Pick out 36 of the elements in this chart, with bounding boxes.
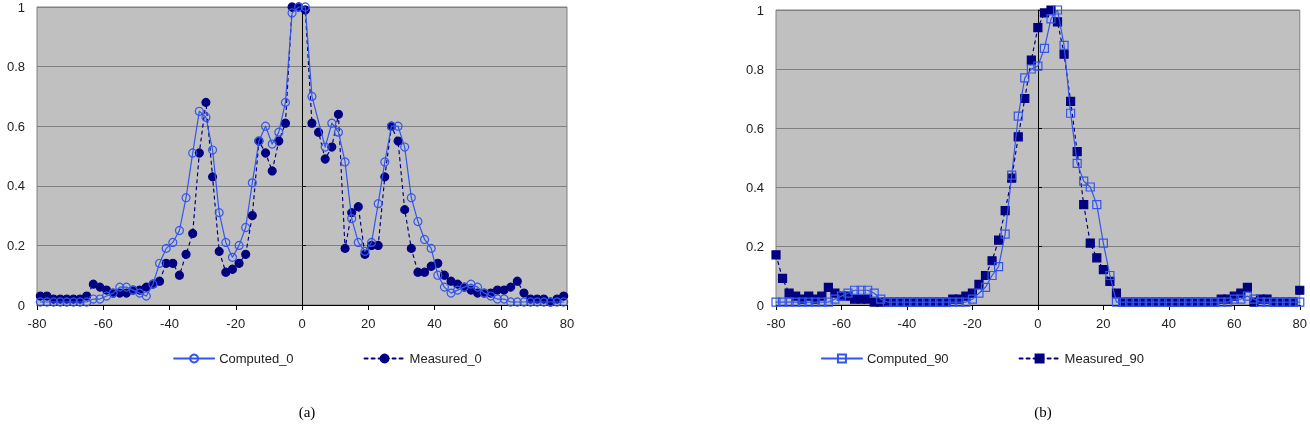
text: (a) xyxy=(298,403,316,421)
y-tick-label: 0.2 xyxy=(6,237,25,253)
y-tick-label: 0.8 xyxy=(6,59,25,75)
y-tick-label: 0 xyxy=(17,297,25,313)
x-tick-label: 80 xyxy=(1292,316,1307,331)
x-tick-label: 0 xyxy=(1034,316,1042,331)
x-tick-label: -20 xyxy=(226,316,246,331)
y-tick-label: 1 xyxy=(756,2,764,18)
x-tick-label: -40 xyxy=(160,316,179,331)
x-tick-label: 60 xyxy=(1227,316,1242,331)
x-tick-label: 40 xyxy=(1161,316,1177,331)
legend-label: Computed_90 xyxy=(866,351,949,366)
y-tick-label: 0.8 xyxy=(745,61,764,77)
y-tick-label: 0.6 xyxy=(745,120,764,136)
x-tick-label: 20 xyxy=(1096,316,1111,331)
legend-label: Measured_0 xyxy=(409,351,482,366)
y-tick-label: 1 xyxy=(17,0,25,15)
x-tick-label: 40 xyxy=(427,316,442,331)
y-tick-label: 0.2 xyxy=(745,238,764,254)
legend-label: Measured_90 xyxy=(1064,351,1145,366)
y-tick-label: 0.4 xyxy=(745,179,764,195)
x-tick-label: 20 xyxy=(361,316,376,331)
x-tick-label: -20 xyxy=(963,316,982,331)
legend-label: Computed_0 xyxy=(219,351,294,366)
x-tick-label: 80 xyxy=(559,316,575,331)
x-tick-label: -60 xyxy=(832,316,851,331)
x-tick-label: -60 xyxy=(93,316,113,331)
x-tick-label: -80 xyxy=(27,316,47,331)
x-tick-label: -40 xyxy=(897,316,917,331)
x-tick-label: 60 xyxy=(493,316,508,331)
x-tick-label: 0 xyxy=(298,316,306,331)
y-tick-label: 0 xyxy=(756,297,764,313)
text: (b) xyxy=(1034,403,1052,421)
x-tick-label: -80 xyxy=(766,316,786,331)
y-tick-label: 0.6 xyxy=(6,118,25,134)
y-tick-label: 0.4 xyxy=(6,178,25,194)
